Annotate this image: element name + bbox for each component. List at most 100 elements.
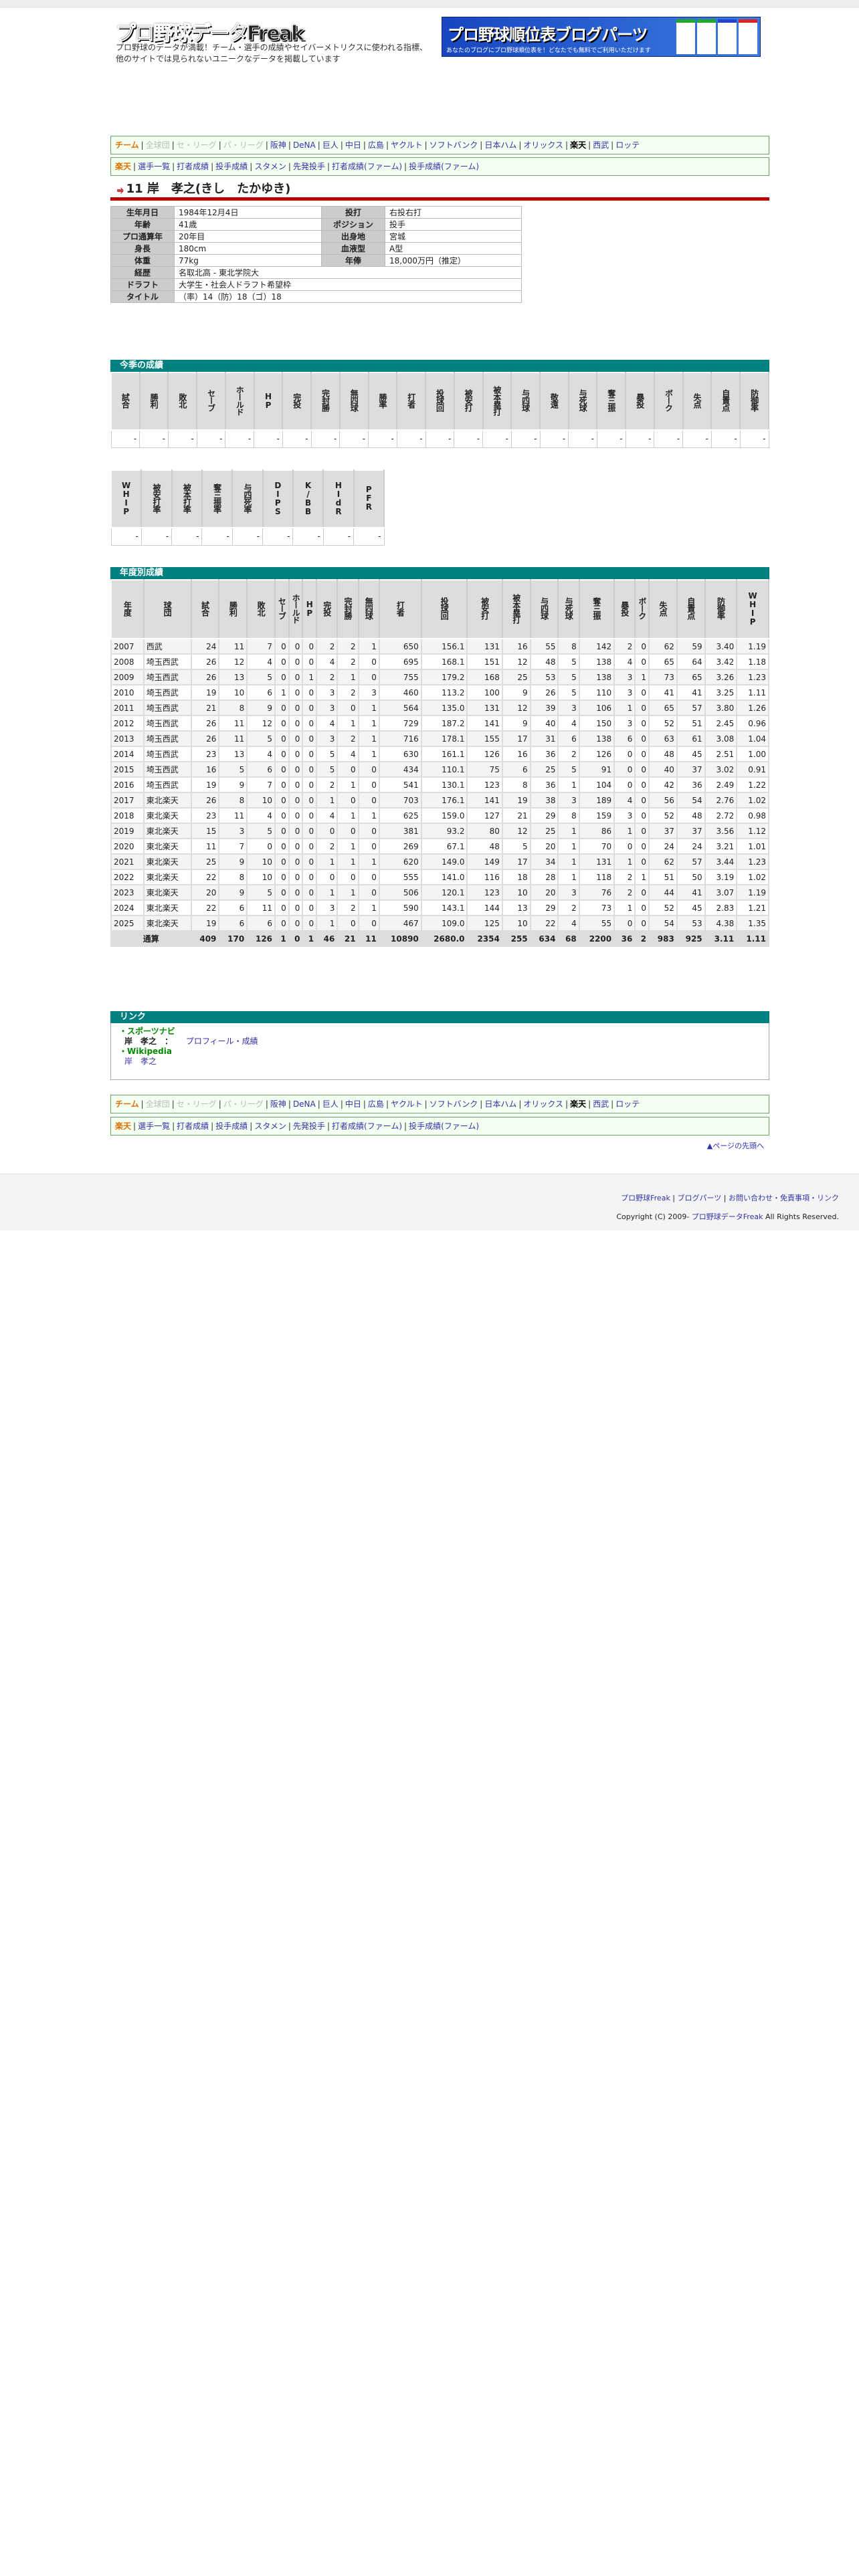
column-header[interactable]: 被本打率 xyxy=(171,469,203,528)
column-header[interactable]: ホールド xyxy=(288,579,304,639)
column-header[interactable]: WHIP xyxy=(110,469,142,528)
column-header[interactable]: 打者 xyxy=(396,372,427,431)
nav-link[interactable]: 選手一覧 xyxy=(138,162,171,171)
column-header[interactable]: 投球回 xyxy=(425,372,455,431)
column-header[interactable]: ホールド xyxy=(224,372,255,431)
column-header[interactable]: セーブ xyxy=(274,579,290,639)
nav-link[interactable]: 選手一覧 xyxy=(138,1121,171,1131)
column-header[interactable]: 無四球 xyxy=(357,579,380,639)
column-header[interactable]: 被安打 xyxy=(466,579,503,639)
nav-link[interactable]: 投手成績 xyxy=(215,162,248,171)
footer-link[interactable]: ブログパーツ xyxy=(677,1194,722,1202)
column-header[interactable]: ボーク xyxy=(653,372,684,431)
nav-link[interactable]: 阪神 xyxy=(270,1099,286,1109)
column-header[interactable]: 失点 xyxy=(682,372,712,431)
column-header[interactable]: 被安打率 xyxy=(140,469,173,528)
nav-link[interactable]: 打者成績 xyxy=(177,1121,209,1131)
column-header[interactable]: 年度 xyxy=(110,579,145,639)
column-header[interactable]: 無四球 xyxy=(339,372,369,431)
nav-link[interactable]: 中日 xyxy=(345,140,361,150)
nav-link[interactable]: オリックス xyxy=(523,1099,564,1109)
column-header[interactable]: 勝利 xyxy=(218,579,248,639)
nav-link[interactable]: 投手成績 xyxy=(215,1121,248,1131)
column-header[interactable]: 与死球 xyxy=(567,372,598,431)
column-header[interactable]: 自責点 xyxy=(676,579,706,639)
column-header[interactable]: 被本塁打 xyxy=(501,579,531,639)
nav-link[interactable]: 中日 xyxy=(345,1099,361,1109)
column-header[interactable]: セーブ xyxy=(196,372,226,431)
column-header[interactable]: 与死球 xyxy=(557,579,580,639)
column-header[interactable]: 勝率 xyxy=(367,372,398,431)
nav-link[interactable]: オリックス xyxy=(523,140,564,150)
nav-link[interactable]: 広島 xyxy=(367,1099,384,1109)
nav-link[interactable]: ヤクルト xyxy=(390,140,423,150)
column-header[interactable]: 球団 xyxy=(142,579,192,639)
nav-link[interactable]: 巨人 xyxy=(322,1099,339,1109)
nav-link[interactable]: 先発投手 xyxy=(292,1121,325,1131)
column-header[interactable]: 敗北 xyxy=(167,372,198,431)
nav-link[interactable]: DeNA xyxy=(292,1099,316,1109)
column-header[interactable]: 防御率 xyxy=(739,372,769,431)
nav-link[interactable]: ロッテ xyxy=(615,140,640,150)
nav-link[interactable]: 投手成績(ファーム) xyxy=(409,1121,480,1131)
nav-link[interactable]: 阪神 xyxy=(270,140,286,150)
column-header[interactable]: 完投 xyxy=(316,579,339,639)
sportsnavi-profile-link[interactable]: プロフィール・成績 xyxy=(185,1037,258,1046)
nav-link[interactable]: 打者成績 xyxy=(177,162,209,171)
nav-link[interactable]: 日本ハム xyxy=(484,1099,517,1109)
column-header[interactable]: 完封勝 xyxy=(337,579,359,639)
column-header[interactable]: 打者 xyxy=(378,579,422,639)
nav-link[interactable]: 先発投手 xyxy=(292,162,325,171)
wikipedia-link[interactable]: 岸 孝之 xyxy=(124,1057,157,1066)
column-header[interactable]: 被安打 xyxy=(453,372,484,431)
nav-link[interactable]: 西武 xyxy=(593,1099,609,1109)
nav-link[interactable]: DeNA xyxy=(292,140,316,150)
column-header[interactable]: K/BB xyxy=(292,469,324,528)
site-logo[interactable]: プロ野球データFreak xyxy=(116,22,305,46)
column-header[interactable]: 自責点 xyxy=(710,372,741,431)
column-header[interactable]: 奪三振 xyxy=(596,372,627,431)
column-header[interactable]: HP xyxy=(302,579,318,639)
column-header[interactable]: 試合 xyxy=(110,372,140,431)
nav-link[interactable]: 打者成績(ファーム) xyxy=(332,1121,403,1131)
column-header[interactable]: 暴投 xyxy=(613,579,636,639)
column-header[interactable]: 防御率 xyxy=(704,579,738,639)
nav-link[interactable]: ソフトバンク xyxy=(429,140,478,150)
column-header[interactable]: HIdR xyxy=(322,469,355,528)
copyright-site-link[interactable]: プロ野球データFreak xyxy=(691,1212,763,1221)
blog-parts-banner[interactable]: プロ野球順位表ブログパーツ あなたのブログにプロ野球順位表を！どなたでも無料でご… xyxy=(442,17,761,57)
nav-link[interactable]: ヤクルト xyxy=(390,1099,423,1109)
column-header[interactable]: 試合 xyxy=(190,579,220,639)
column-header[interactable]: 敗北 xyxy=(246,579,276,639)
nav-link[interactable]: ソフトバンク xyxy=(429,1099,478,1109)
nav-link[interactable]: 投手成績(ファーム) xyxy=(409,162,480,171)
column-header[interactable]: PFR xyxy=(353,469,385,528)
nav-link[interactable]: 日本ハム xyxy=(484,140,517,150)
column-header[interactable]: 与四球 xyxy=(529,579,559,639)
column-header[interactable]: 投球回 xyxy=(420,579,468,639)
nav-link[interactable]: 打者成績(ファーム) xyxy=(332,162,403,171)
column-header[interactable]: DIPS xyxy=(262,469,294,528)
nav-link[interactable]: スタメン xyxy=(254,162,286,171)
back-to-top-link[interactable]: ▲ページの先頭へ xyxy=(706,1142,764,1150)
nav-link[interactable]: 西武 xyxy=(593,140,609,150)
column-header[interactable]: 被本塁打 xyxy=(482,372,512,431)
column-header[interactable]: 完封勝 xyxy=(310,372,341,431)
column-header[interactable]: 失点 xyxy=(648,579,678,639)
footer-link[interactable]: プロ野球Freak xyxy=(621,1194,670,1202)
column-header[interactable]: 勝利 xyxy=(138,372,169,431)
column-header[interactable]: ボーク xyxy=(634,579,650,639)
column-header[interactable]: 暴投 xyxy=(625,372,655,431)
nav-link[interactable]: 広島 xyxy=(367,140,384,150)
column-header[interactable]: HP xyxy=(253,372,284,431)
column-header[interactable]: 奪三振 xyxy=(578,579,615,639)
footer-link[interactable]: お問い合わせ・免責事項・リンク xyxy=(729,1194,839,1202)
column-header[interactable]: WHIP xyxy=(736,579,769,639)
column-header[interactable]: 与四球 xyxy=(510,372,541,431)
column-header[interactable]: 完投 xyxy=(282,372,312,431)
column-header[interactable]: 敬遠 xyxy=(539,372,569,431)
nav-link[interactable]: ロッテ xyxy=(615,1099,640,1109)
column-header[interactable]: 奪三振率 xyxy=(201,469,233,528)
column-header[interactable]: 与四死率 xyxy=(231,469,264,528)
nav-link[interactable]: スタメン xyxy=(254,1121,286,1131)
